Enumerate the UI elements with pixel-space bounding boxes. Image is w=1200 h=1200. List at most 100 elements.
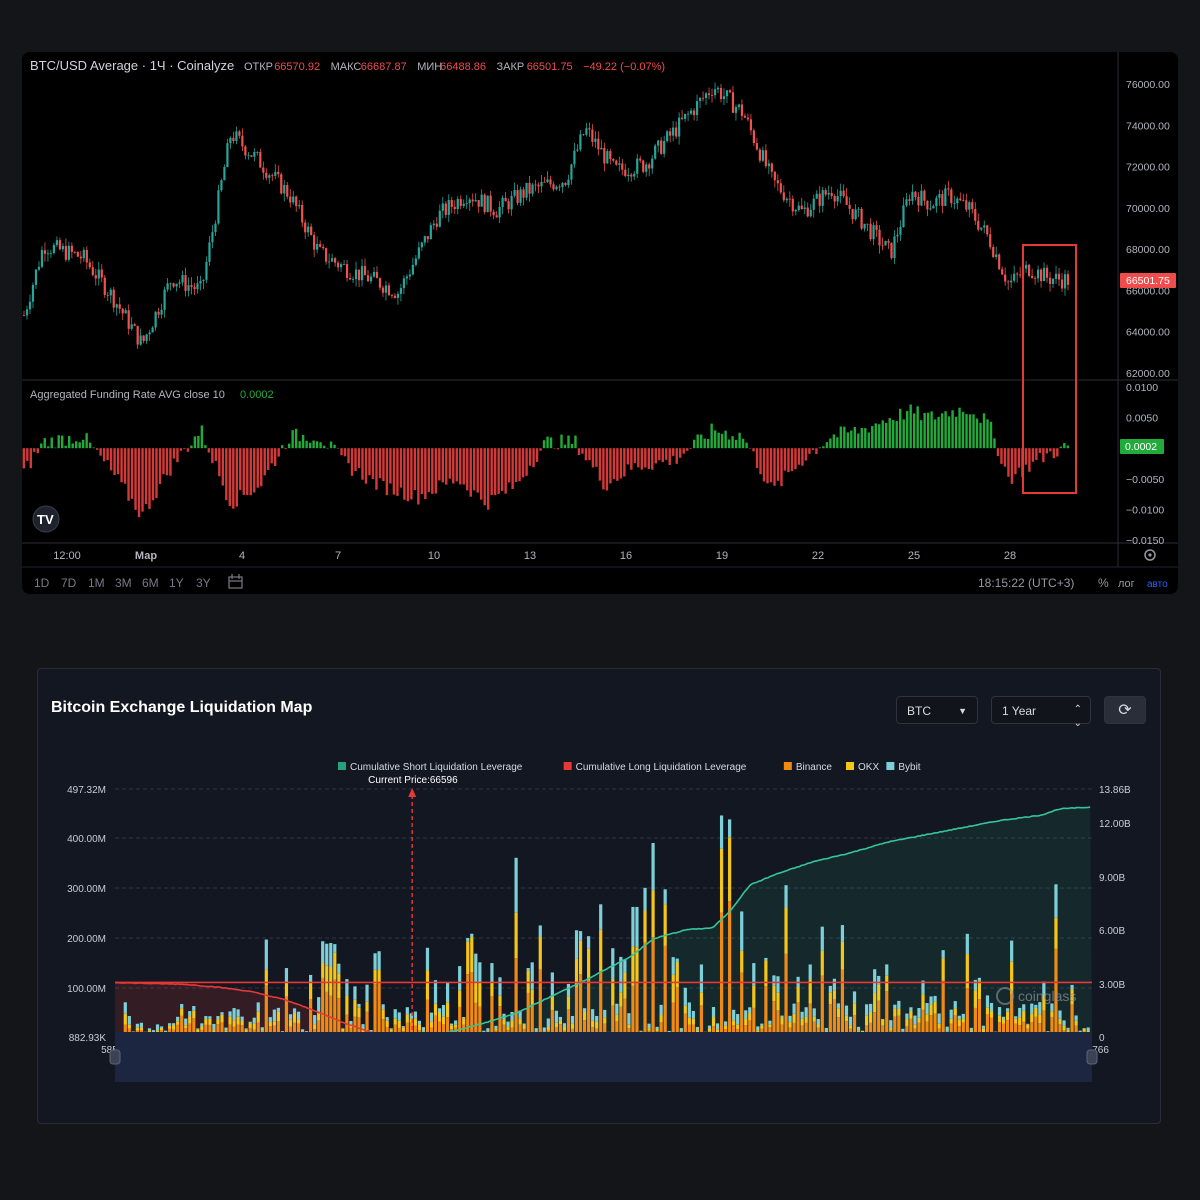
period-select[interactable]: 1 Year ⌃ ⌄ bbox=[991, 696, 1091, 729]
liquidation-bar-segment bbox=[695, 1026, 699, 1031]
funding-bar bbox=[211, 448, 214, 464]
liquidation-bar-segment bbox=[804, 1016, 808, 1023]
funding-bar bbox=[979, 422, 982, 449]
liquidation-bar-segment bbox=[647, 1028, 651, 1031]
liquidation-bar-segment bbox=[566, 983, 571, 997]
liquidation-bar-segment bbox=[240, 1016, 244, 1021]
time-tick-label: 22 bbox=[812, 550, 824, 562]
liquidation-bar-segment bbox=[1026, 1024, 1030, 1029]
range-slider-right-handle[interactable] bbox=[1086, 1049, 1098, 1065]
funding-bar bbox=[888, 418, 891, 449]
candle-body bbox=[902, 205, 905, 228]
timeframe-button[interactable]: 3Y bbox=[196, 576, 211, 590]
range-slider-track[interactable] bbox=[115, 1032, 1092, 1082]
liquidation-bar-segment bbox=[989, 1011, 994, 1018]
liquidation-bar-segment bbox=[1038, 1014, 1042, 1024]
liquidation-panel: Bitcoin Exchange Liquidation Map BTC ▼ 1… bbox=[22, 650, 1178, 1130]
funding-bar bbox=[1003, 448, 1007, 467]
liquidation-bar-segment bbox=[458, 966, 462, 991]
coin-select[interactable]: BTC ▼ bbox=[896, 696, 978, 724]
funding-bar bbox=[679, 448, 682, 458]
candle-body bbox=[145, 334, 148, 341]
funding-bar bbox=[944, 411, 947, 449]
timeframe-button[interactable]: 3M bbox=[115, 576, 132, 590]
candle-body bbox=[516, 190, 519, 203]
candle-body bbox=[920, 190, 923, 206]
range-slider-left-handle[interactable] bbox=[109, 1049, 121, 1065]
funding-bar bbox=[92, 447, 95, 449]
funding-bar bbox=[755, 448, 759, 469]
funding-bar bbox=[570, 443, 574, 449]
log-scale-toggle[interactable]: лог bbox=[1118, 578, 1135, 590]
candle-body bbox=[663, 141, 666, 154]
timeframe-button[interactable]: 1Y bbox=[169, 576, 184, 590]
legend-entry[interactable]: Bybit bbox=[898, 762, 920, 773]
timeframe-button[interactable]: 7D bbox=[61, 576, 77, 590]
funding-bar bbox=[364, 448, 368, 484]
candle-body bbox=[513, 190, 516, 196]
funding-bar bbox=[801, 448, 804, 466]
liquidation-bar-segment bbox=[587, 936, 591, 949]
candle-body bbox=[79, 256, 82, 259]
funding-bar bbox=[857, 433, 860, 449]
timeframe-button[interactable]: 1D bbox=[34, 576, 50, 590]
liquidation-bar-segment bbox=[732, 1025, 736, 1037]
liquidation-bar-segment bbox=[1070, 1004, 1074, 1037]
candle-body bbox=[881, 245, 884, 247]
legend-entry[interactable]: Cumulative Long Liquidation Leverage bbox=[576, 762, 747, 773]
liquidation-bar-segment bbox=[969, 1030, 973, 1033]
funding-bar bbox=[350, 448, 354, 476]
timeframe-button[interactable]: 6M bbox=[142, 576, 159, 590]
date-range-icon[interactable] bbox=[228, 574, 243, 589]
time-tick-label: 4 bbox=[239, 550, 245, 562]
liquidation-bar-segment bbox=[566, 1009, 571, 1037]
candle-body bbox=[414, 258, 417, 265]
candle-body bbox=[986, 225, 989, 235]
liquidation-bar-segment bbox=[123, 1013, 127, 1025]
liquidation-bar-segment bbox=[800, 1011, 804, 1019]
liquidation-bar-segment bbox=[651, 937, 655, 1037]
funding-bar bbox=[556, 448, 560, 450]
candle-body bbox=[390, 295, 394, 297]
timeframe-button[interactable]: 1M bbox=[88, 576, 105, 590]
funding-bar bbox=[263, 448, 266, 476]
liquidation-bar-segment bbox=[877, 1000, 881, 1037]
funding-bar bbox=[773, 448, 776, 486]
liquidation-bar-segment bbox=[502, 1019, 506, 1025]
funding-bar bbox=[74, 441, 78, 449]
candle-body bbox=[633, 173, 636, 177]
funding-bar bbox=[1014, 448, 1017, 475]
chart-legend: Cumulative Short Liquidation Leverage Cum… bbox=[338, 762, 921, 773]
percent-scale-toggle[interactable]: % bbox=[1098, 576, 1109, 590]
refresh-button[interactable]: ⟳ bbox=[1104, 696, 1146, 724]
funding-bar bbox=[535, 448, 539, 462]
liquidation-bar-segment bbox=[1058, 1018, 1062, 1025]
liquidation-bar-segment bbox=[538, 969, 542, 1037]
funding-bar bbox=[253, 448, 256, 493]
liquidation-bar-segment bbox=[659, 1022, 663, 1037]
legend-entry[interactable]: OKX bbox=[858, 762, 879, 773]
candle-body bbox=[947, 188, 950, 190]
candle-body bbox=[537, 184, 540, 187]
legend-entry[interactable]: Binance bbox=[796, 762, 833, 773]
liquidation-bar-segment bbox=[865, 1004, 869, 1016]
funding-bar bbox=[273, 448, 277, 466]
liquidation-bar-segment bbox=[1074, 1020, 1078, 1026]
liquidation-bar-segment bbox=[345, 1014, 349, 1037]
auto-scale-toggle[interactable]: авто bbox=[1147, 579, 1168, 590]
liquidation-bar-segment bbox=[168, 1023, 172, 1026]
candle-body bbox=[965, 200, 968, 210]
liquidation-bar-segment bbox=[421, 1027, 426, 1032]
funding-bar bbox=[399, 448, 403, 488]
liquidation-bar-segment bbox=[1018, 1025, 1022, 1037]
liquidation-bar-segment bbox=[462, 1018, 466, 1025]
liquidation-bar-segment bbox=[1018, 1017, 1022, 1026]
candle-body bbox=[573, 150, 576, 165]
liquidation-bar-segment bbox=[752, 985, 756, 1008]
legend-entry[interactable]: Cumulative Short Liquidation Leverage bbox=[350, 762, 523, 773]
funding-bar bbox=[81, 439, 85, 449]
candle-body bbox=[241, 135, 244, 147]
settings-gear-icon[interactable] bbox=[1144, 549, 1156, 561]
tradingview-logo-icon[interactable]: TV bbox=[32, 505, 60, 533]
liquidation-bar-segment bbox=[393, 1018, 397, 1025]
